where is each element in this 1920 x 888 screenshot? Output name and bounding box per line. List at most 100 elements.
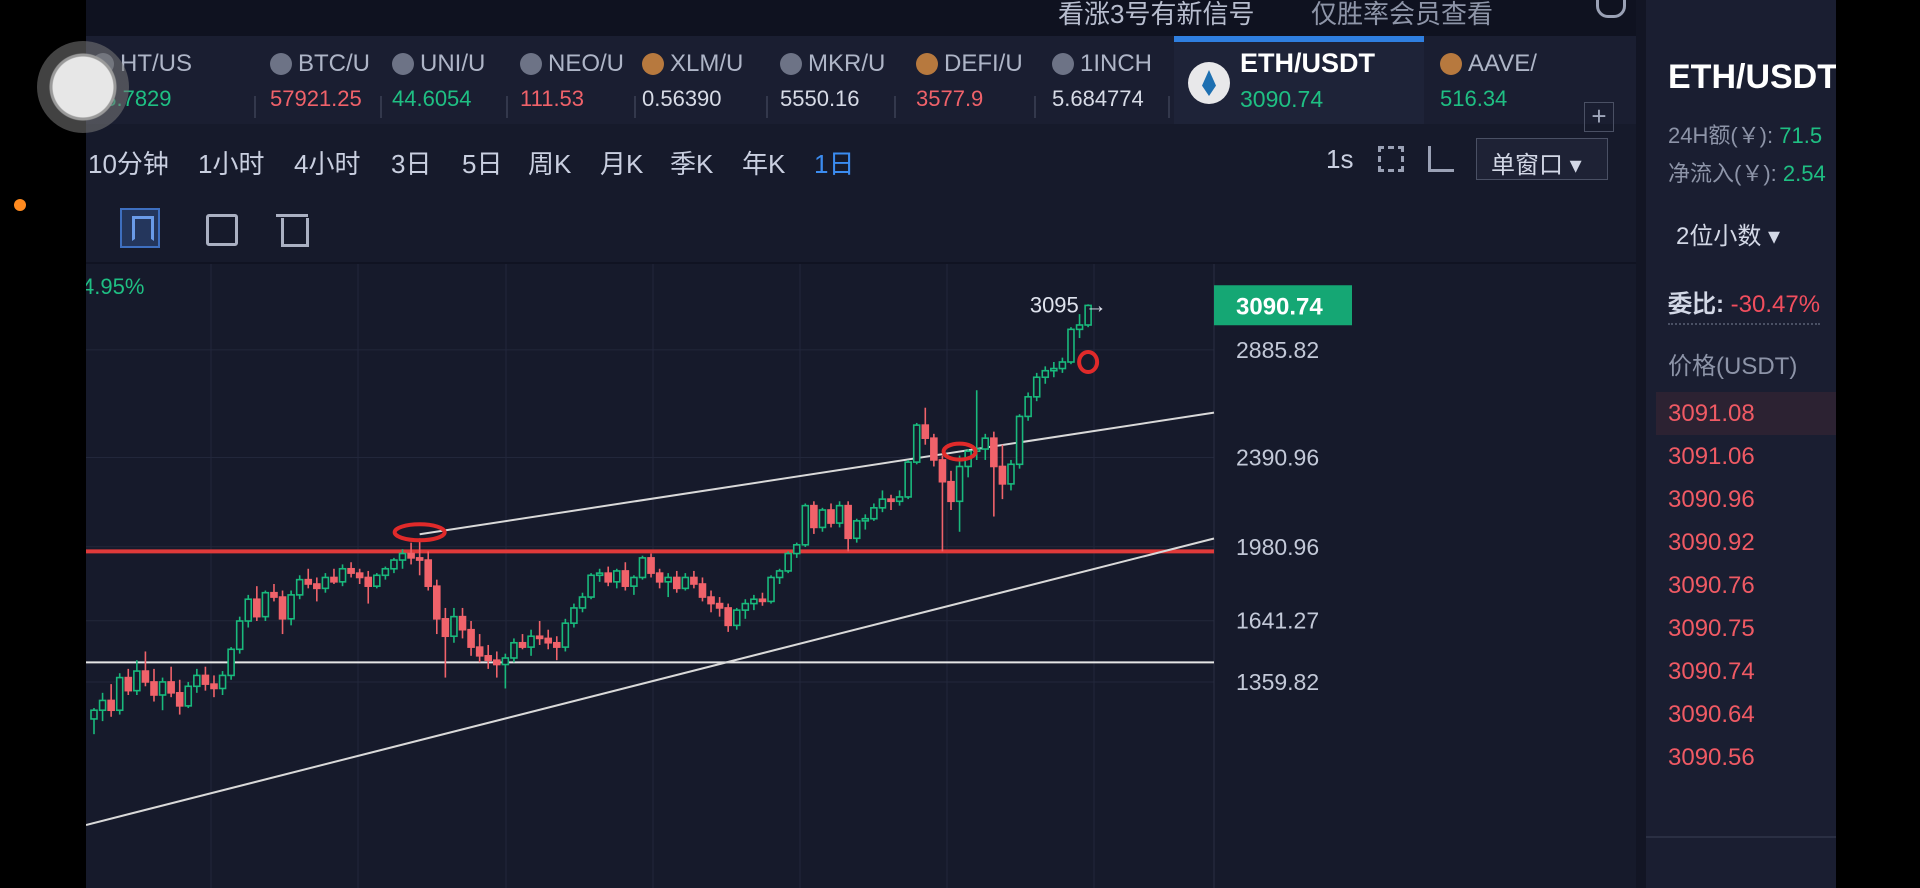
eth-coin-icon bbox=[1188, 62, 1230, 104]
candle-body bbox=[578, 596, 587, 609]
candle-body bbox=[492, 659, 501, 666]
candle bbox=[801, 503, 810, 547]
tab-defi-usdt[interactable]: DEFI/U 3577.9 bbox=[910, 36, 1030, 124]
candle bbox=[792, 542, 801, 558]
candle-body bbox=[767, 576, 775, 603]
ask-row[interactable]: 3091.08 bbox=[1656, 392, 1836, 435]
bookmark-tool-icon[interactable] bbox=[120, 208, 160, 248]
candle bbox=[535, 621, 544, 645]
tab-symbol: BTC/U bbox=[298, 50, 370, 77]
timeframe-week[interactable]: 周K bbox=[528, 149, 572, 179]
candle bbox=[1058, 357, 1067, 373]
candle-body bbox=[295, 578, 304, 596]
tab-price: 516.34 bbox=[1440, 86, 1508, 111]
candle bbox=[407, 542, 415, 565]
tab-xlm-usdt[interactable]: XLM/U 0.56390 bbox=[636, 36, 756, 124]
candle bbox=[98, 692, 107, 722]
tab-mkr-usdt[interactable]: MKR/U 5550.16 bbox=[774, 36, 885, 124]
candle-body bbox=[921, 424, 930, 439]
candle bbox=[964, 449, 972, 478]
edit-tool-icon[interactable] bbox=[200, 208, 240, 248]
ask-row[interactable]: 3090.64 bbox=[1668, 701, 1755, 728]
candle bbox=[484, 644, 493, 669]
tab-divider bbox=[766, 96, 768, 118]
interval-selector[interactable]: 1s bbox=[1326, 144, 1354, 174]
timeframe-quarter[interactable]: 季K bbox=[670, 149, 714, 179]
pair-title: ETH/USDT bbox=[1668, 58, 1836, 96]
bell-icon[interactable] bbox=[1596, 0, 1626, 18]
window-mode-select[interactable]: 单窗口 ▾ bbox=[1476, 138, 1608, 180]
candlestick-chart[interactable]: 4.95% 3095 → 2885.82 2390.96 1980.96 1641.27… bbox=[86, 264, 1636, 888]
screenshot-icon[interactable] bbox=[1428, 146, 1454, 172]
candle-body bbox=[681, 576, 690, 590]
tab-btc-usdt[interactable]: BTC/U 57921.25 bbox=[264, 36, 374, 124]
candle bbox=[133, 660, 141, 695]
candle bbox=[852, 518, 861, 543]
assistive-touch-button[interactable] bbox=[37, 41, 129, 133]
fullscreen-icon[interactable] bbox=[1378, 146, 1404, 172]
order-ratio: 委比: -30.47% bbox=[1668, 284, 1821, 325]
grid-lines bbox=[86, 264, 1215, 888]
tab-uni-usdt[interactable]: UNI/U 44.6054 bbox=[386, 36, 496, 124]
candle-body bbox=[698, 583, 707, 598]
trash-icon[interactable] bbox=[272, 208, 312, 248]
candle bbox=[1084, 304, 1092, 328]
tab-aave-usdt[interactable]: AAVE/ 516.34 bbox=[1434, 36, 1544, 124]
tab-price: 3090.74 bbox=[1240, 86, 1324, 112]
candle bbox=[270, 584, 278, 602]
tab-price: 5550.16 bbox=[780, 86, 860, 111]
timeframe-3d[interactable]: 3日 bbox=[391, 149, 432, 179]
candle-body bbox=[724, 607, 732, 627]
drawing-tools bbox=[86, 192, 1636, 264]
candle-body bbox=[732, 609, 741, 627]
candle-body bbox=[775, 570, 784, 579]
tab-eth-usdt[interactable]: ETH/USDT 3090.74 bbox=[1174, 36, 1424, 124]
candle-body bbox=[167, 681, 175, 694]
ask-row[interactable]: 3090.75 bbox=[1668, 615, 1755, 642]
candle-body bbox=[604, 572, 613, 583]
ask-row[interactable]: 3090.92 bbox=[1668, 529, 1755, 556]
candle bbox=[818, 507, 827, 532]
ask-row[interactable]: 3090.74 bbox=[1668, 658, 1755, 685]
timeframe-10min[interactable]: 10分钟 bbox=[88, 149, 169, 179]
candle-body bbox=[535, 635, 544, 640]
inflow-stat: 净流入(￥): 2.54 bbox=[1668, 156, 1826, 188]
timeframe-1h[interactable]: 1小时 bbox=[198, 149, 265, 179]
tab-neo-usdt[interactable]: NEO/U 111.53 bbox=[514, 36, 624, 124]
candle-body bbox=[441, 618, 450, 638]
candle bbox=[218, 671, 227, 695]
candle-body bbox=[201, 674, 210, 685]
candle bbox=[870, 503, 878, 521]
candle-body bbox=[990, 437, 998, 468]
candle bbox=[1015, 414, 1024, 469]
tab-1inch-usdt[interactable]: 1INCH 5.684774 bbox=[1046, 36, 1166, 124]
candle-body bbox=[373, 574, 381, 587]
timeframe-1d[interactable]: 1日 bbox=[814, 149, 855, 179]
timeframe-5d[interactable]: 5日 bbox=[462, 149, 503, 179]
inflow-label: 净流入(￥): bbox=[1668, 161, 1783, 186]
candle-body bbox=[672, 576, 681, 590]
inflow-value: 2.54 bbox=[1782, 161, 1826, 186]
ask-row[interactable]: 3090.96 bbox=[1668, 486, 1755, 513]
candle bbox=[595, 568, 604, 582]
decimal-select[interactable]: 2位小数 ▾ bbox=[1676, 216, 1780, 251]
candle bbox=[861, 514, 870, 530]
timeframe-year[interactable]: 年K bbox=[742, 149, 786, 179]
add-tab-button[interactable]: + bbox=[1584, 102, 1614, 132]
tab-divider bbox=[894, 96, 896, 118]
uni-coin-icon bbox=[392, 53, 414, 75]
ask-row[interactable]: 3090.76 bbox=[1668, 572, 1755, 599]
timeframe-4h[interactable]: 4小时 bbox=[294, 149, 361, 179]
candle-body bbox=[690, 576, 698, 585]
candle-body bbox=[90, 709, 98, 720]
ask-row[interactable]: 3091.06 bbox=[1668, 443, 1755, 470]
candle-body bbox=[630, 576, 638, 587]
member-notice[interactable]: 仅胜率会员查看 bbox=[1311, 0, 1494, 29]
candle bbox=[141, 651, 150, 687]
candle bbox=[424, 551, 433, 591]
ask-row[interactable]: 3090.56 bbox=[1668, 744, 1755, 771]
timeframe-month[interactable]: 月K bbox=[600, 149, 644, 179]
candle-body bbox=[338, 567, 347, 583]
candle-body bbox=[595, 572, 604, 577]
signal-notice[interactable]: 看涨3号有新信号 bbox=[1058, 0, 1255, 29]
